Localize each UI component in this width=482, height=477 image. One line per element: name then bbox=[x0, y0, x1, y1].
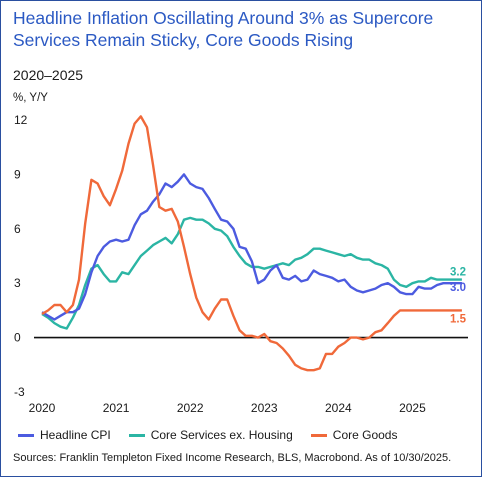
y-tick-label: 3 bbox=[14, 276, 21, 290]
legend-label: Core Goods bbox=[332, 428, 398, 442]
legend-item-core-goods: Core Goods bbox=[310, 428, 398, 442]
x-tick-label: 2024 bbox=[325, 401, 352, 415]
legend-swatch bbox=[128, 433, 145, 437]
end-label: 3.0 bbox=[450, 282, 466, 294]
y-tick-label: 6 bbox=[14, 222, 21, 236]
legend-swatch bbox=[18, 433, 34, 437]
source-note: Sources: Franklin Templeton Fixed Income… bbox=[13, 452, 452, 464]
x-tick-label: 2021 bbox=[103, 401, 130, 415]
x-tick-label: 2020 bbox=[29, 401, 56, 415]
y-tick-labels: -3 0 3 6 9 12 bbox=[14, 113, 28, 399]
x-tick-label: 2022 bbox=[177, 401, 204, 415]
series-line-headline-cpi bbox=[41, 173, 462, 321]
legend-label: Core Services ex. Housing bbox=[150, 428, 293, 442]
line-chart: -3 0 3 6 9 12 2020 2021 2022 2023 2024 2025 3.0 3.2… bbox=[14, 113, 468, 415]
y-tick-label: 12 bbox=[14, 113, 28, 127]
series-line-core-services-ex-housing bbox=[41, 216, 462, 330]
legend: Headline CPI Core Services ex. Housing C… bbox=[18, 428, 397, 442]
end-label: 3.2 bbox=[450, 267, 466, 279]
y-tick-label: 0 bbox=[14, 331, 21, 345]
series-line-core-goods bbox=[41, 115, 462, 372]
legend-item-core-services: Core Services ex. Housing bbox=[128, 428, 293, 442]
legend-item-headline-cpi: Headline CPI bbox=[18, 428, 111, 442]
chart-subtitle: 2020–2025 bbox=[13, 67, 84, 83]
series-lines bbox=[41, 115, 462, 372]
y-tick-label: -3 bbox=[14, 385, 25, 399]
legend-swatch bbox=[310, 433, 327, 437]
x-tick-labels: 2020 2021 2022 2023 2024 2025 bbox=[29, 401, 426, 415]
end-label: 1.5 bbox=[450, 313, 467, 325]
legend-label: Headline CPI bbox=[40, 428, 111, 442]
y-axis-label: %, Y/Y bbox=[13, 92, 48, 104]
x-tick-label: 2023 bbox=[251, 401, 278, 415]
end-value-labels: 3.0 3.2 1.5 bbox=[450, 267, 467, 326]
x-tick-label: 2025 bbox=[399, 401, 426, 415]
y-tick-label: 9 bbox=[14, 167, 21, 181]
chart-title: Headline Inflation Oscillating Around 3%… bbox=[13, 8, 434, 50]
